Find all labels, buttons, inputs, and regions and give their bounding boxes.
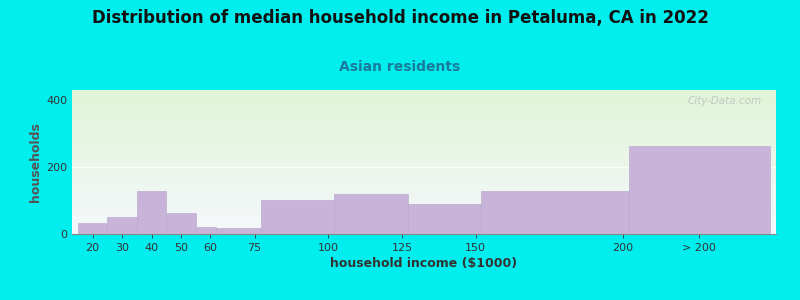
Text: Asian residents: Asian residents <box>339 60 461 74</box>
Bar <box>334 194 408 234</box>
Bar <box>216 228 261 234</box>
Bar <box>408 204 482 234</box>
Text: Distribution of median household income in Petaluma, CA in 2022: Distribution of median household income … <box>91 9 709 27</box>
Bar <box>78 223 107 234</box>
X-axis label: household income ($1000): household income ($1000) <box>330 257 518 270</box>
Bar <box>629 146 770 234</box>
Bar <box>166 213 196 234</box>
Y-axis label: households: households <box>29 122 42 202</box>
Bar <box>196 226 216 234</box>
Bar <box>137 191 166 234</box>
Bar <box>261 200 334 234</box>
Bar <box>482 191 629 234</box>
Text: City-Data.com: City-Data.com <box>688 96 762 106</box>
Bar <box>107 217 137 234</box>
